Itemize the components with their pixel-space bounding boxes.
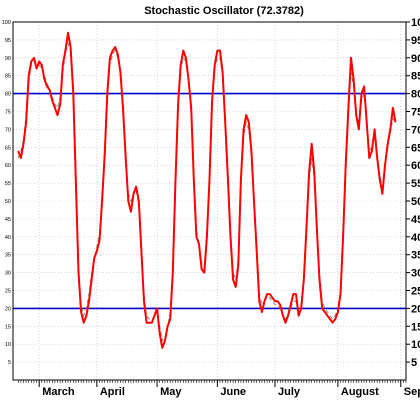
y-tick-label-right: 5 bbox=[411, 357, 417, 369]
y-tick-label-right: 65 bbox=[411, 142, 420, 154]
y-tick-label-left: 95 bbox=[5, 38, 11, 44]
y-tick-label-left: 55 bbox=[5, 181, 11, 187]
x-tick-label: April bbox=[100, 386, 125, 398]
reference-lines bbox=[13, 92, 406, 310]
y-tick-label-left: 75 bbox=[5, 110, 11, 116]
y-tick-label-left: 5 bbox=[8, 360, 11, 366]
y-tick-label-left: 15 bbox=[5, 324, 11, 330]
chart-title: Stochastic Oscillator (72.3782) bbox=[144, 5, 304, 17]
y-tick-label-right: 10 bbox=[411, 339, 420, 351]
y-ticks-left: 5 10 15 20 25 30 35 40 45 50 55 60 65 70 75 80 85 90 95 100 bbox=[2, 20, 11, 366]
y-tick-label-right: 60 bbox=[411, 160, 420, 172]
y-tick-label-right: 70 bbox=[411, 124, 420, 136]
x-tick-label: August bbox=[341, 386, 379, 398]
y-tick-label-left: 85 bbox=[5, 74, 11, 80]
y-tick-label-right: 35 bbox=[411, 250, 420, 262]
y-tick-label-left: 65 bbox=[5, 145, 11, 151]
y-tick-label-left: 35 bbox=[5, 253, 11, 259]
x-tick-label: March bbox=[42, 386, 75, 398]
y-tick-label-right: 25 bbox=[411, 286, 420, 298]
y-ticks-right: 5 10 15 20 25 30 35 40 45 50 55 60 65 70 75 80 85 90 95 100 bbox=[406, 17, 420, 369]
y-tick-label-left: 80 bbox=[5, 92, 11, 98]
x-ticks: March April May June July August Sep bbox=[17, 380, 420, 398]
y-tick-label-right: 85 bbox=[411, 71, 420, 83]
x-tick-label: June bbox=[220, 386, 246, 398]
x-tick-label: May bbox=[160, 386, 182, 398]
y-tick-label-right: 50 bbox=[411, 196, 420, 208]
y-tick-label-right: 15 bbox=[411, 321, 420, 333]
y-tick-label-right: 95 bbox=[411, 35, 420, 47]
y-tick-label-left: 60 bbox=[5, 163, 11, 169]
y-tick-label-left: 10 bbox=[5, 342, 11, 348]
series-group bbox=[17, 31, 397, 349]
y-tick-label-right: 45 bbox=[411, 214, 420, 226]
y-tick-label-right: 75 bbox=[411, 107, 420, 119]
y-tick-label-left: 50 bbox=[5, 199, 11, 205]
y-tick-label-left: 45 bbox=[5, 217, 11, 223]
x-tick-label: Sep bbox=[404, 386, 420, 398]
y-tick-label-left: 40 bbox=[5, 235, 11, 241]
y-tick-label-right: 20 bbox=[411, 303, 420, 315]
y-tick-label-right: 100 bbox=[411, 17, 420, 29]
y-tick-label-right: 90 bbox=[411, 53, 420, 65]
y-tick-label-left: 20 bbox=[5, 306, 11, 312]
y-tick-label-right: 30 bbox=[411, 268, 420, 280]
stochastic-line bbox=[17, 31, 397, 349]
x-tick-label: July bbox=[278, 386, 301, 398]
y-tick-label-left: 70 bbox=[5, 127, 11, 133]
y-tick-label-left: 90 bbox=[5, 56, 11, 62]
y-tick-label-right: 55 bbox=[411, 178, 420, 190]
y-tick-label-right: 80 bbox=[411, 89, 420, 101]
y-tick-label-left: 100 bbox=[2, 20, 11, 26]
y-tick-label-left: 25 bbox=[5, 289, 11, 295]
y-tick-label-left: 30 bbox=[5, 271, 11, 277]
y-tick-label-right: 40 bbox=[411, 232, 420, 244]
